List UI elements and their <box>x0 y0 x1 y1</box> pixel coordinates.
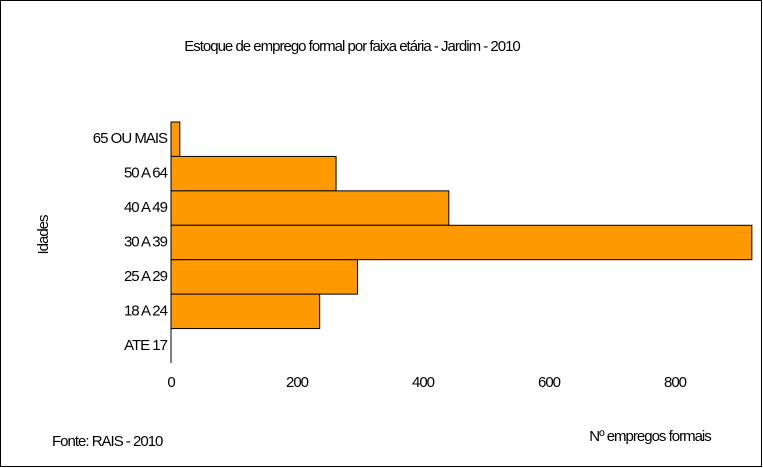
y-tick-label: 40 A 49 <box>124 199 168 216</box>
x-axis-label: Nº empregos formais <box>589 428 711 445</box>
y-tick-label: 30 A 39 <box>124 233 168 250</box>
x-tick-label: 600 <box>538 374 561 391</box>
chart-title: Estoque de emprego formal por faixa etár… <box>184 38 520 55</box>
bar <box>170 224 753 261</box>
bar <box>170 190 450 226</box>
x-tick-label: 800 <box>664 374 687 391</box>
y-axis-label: Idades <box>35 215 52 255</box>
x-tick-label: 400 <box>412 374 435 391</box>
y-tick-label: 18 A 24 <box>124 302 168 319</box>
bar <box>170 121 181 157</box>
bar <box>170 259 358 295</box>
source-note: Fonte: RAIS - 2010 <box>52 433 163 450</box>
y-tick-label: 50 A 64 <box>124 165 168 182</box>
y-tick-label: ATE 17 <box>124 337 168 354</box>
bar <box>170 293 321 330</box>
bar <box>170 155 337 192</box>
y-tick-label: 25 A 29 <box>124 268 168 285</box>
x-tick-label: 200 <box>286 374 309 391</box>
y-tick-label: 65 OU MAIS <box>93 130 168 147</box>
x-tick-label: 0 <box>167 374 175 391</box>
